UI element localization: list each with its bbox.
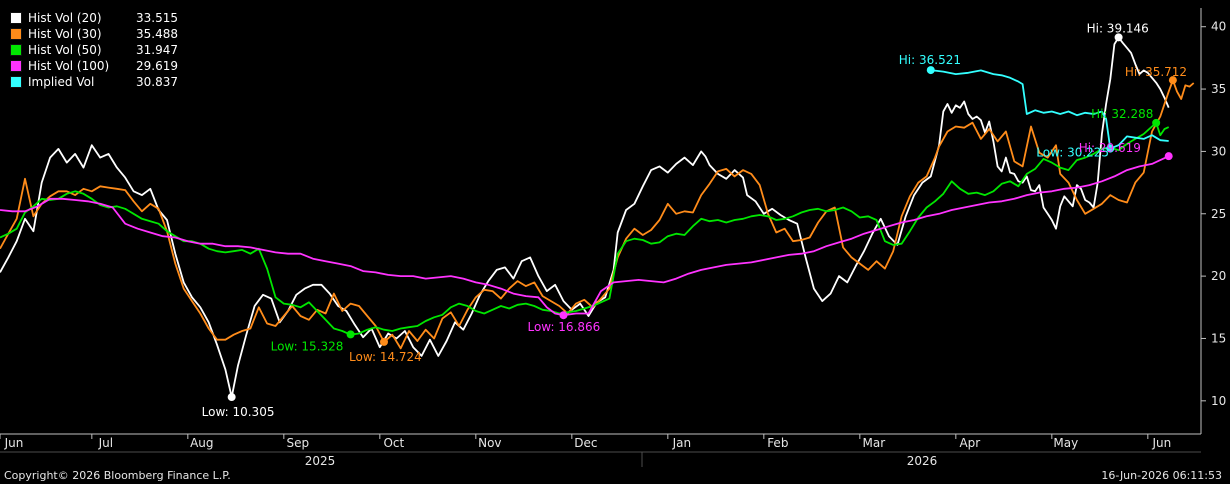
annotation-marker xyxy=(1168,76,1177,85)
annotation-marker xyxy=(1152,118,1161,127)
y-tick-label: 30 xyxy=(1211,144,1226,158)
annotation-marker xyxy=(227,393,236,402)
annotation-marker xyxy=(1106,144,1115,153)
legend-row-hist-vol-30: Hist Vol (30) 35.488 xyxy=(10,26,186,42)
copyright-text: Copyright© 2026 Bloomberg Finance L.P. xyxy=(4,469,231,482)
x-tick-label: Jun xyxy=(1151,436,1171,450)
x-tick-label: Feb xyxy=(767,436,788,450)
annotation-marker xyxy=(1164,152,1173,161)
x-tick-label: Dec xyxy=(574,436,597,450)
annotation-marker xyxy=(926,66,935,75)
y-tick-label: 20 xyxy=(1211,269,1226,283)
legend-name: Implied Vol xyxy=(28,75,95,89)
y-tick-label: 35 xyxy=(1211,82,1226,96)
legend-value: 33.515 xyxy=(136,11,178,25)
legend-swatch xyxy=(10,76,22,88)
series-line-implied-vol xyxy=(930,69,1169,150)
legend-row-hist-vol-50: Hist Vol (50) 31.947 xyxy=(10,42,186,58)
legend-swatch xyxy=(10,60,22,72)
y-tick-label: 40 xyxy=(1211,20,1226,34)
annotation-label: Hi: 36.521 xyxy=(899,53,961,67)
annotation-marker xyxy=(346,330,355,339)
x-tick-label: Jan xyxy=(672,436,692,450)
year-label: 2026 xyxy=(907,454,938,468)
legend-value: 29.619 xyxy=(136,59,178,73)
x-tick-label: Jun xyxy=(4,436,24,450)
legend-row-hist-vol-20: Hist Vol (20) 33.515 xyxy=(10,10,186,26)
annotation-marker xyxy=(380,337,388,346)
x-tick-label: Oct xyxy=(383,436,404,450)
legend-swatch xyxy=(10,12,22,24)
y-tick-label: 25 xyxy=(1211,207,1226,221)
annotation-label: Hi: 32.288 xyxy=(1091,107,1153,121)
annotation-label: Low: 10.305 xyxy=(202,405,275,419)
series-line-hist-vol-100- xyxy=(0,155,1170,317)
x-tick-label: Nov xyxy=(478,436,501,450)
legend-value: 31.947 xyxy=(136,43,178,57)
annotation-label: Low: 30.225 xyxy=(1036,146,1109,160)
legend-row-implied-vol: Implied Vol 30.837 xyxy=(10,74,186,90)
annotation-marker xyxy=(559,311,568,320)
timestamp-text: 16-Jun-2026 06:11:53 xyxy=(1101,469,1222,482)
series-line-hist-vol-20- xyxy=(0,36,1170,398)
legend-value: 30.837 xyxy=(136,75,178,89)
legend-name: Hist Vol (20) xyxy=(28,11,102,25)
legend: Hist Vol (20) 33.515 Hist Vol (30) 35.48… xyxy=(10,10,186,90)
annotation-label: Low: 14.724 xyxy=(349,350,422,364)
legend-name: Hist Vol (50) xyxy=(28,43,102,57)
annotation-label: Hi: 39.146 xyxy=(1087,21,1149,35)
annotation-marker xyxy=(1114,33,1123,42)
legend-swatch xyxy=(10,28,22,40)
x-tick-label: Mar xyxy=(863,436,886,450)
legend-row-hist-vol-100: Hist Vol (100) 29.619 xyxy=(10,58,186,74)
x-tick-label: Apr xyxy=(959,436,980,450)
y-tick-label: 15 xyxy=(1211,331,1226,345)
x-tick-label: May xyxy=(1053,436,1078,450)
legend-swatch xyxy=(10,44,22,56)
y-tick-label: 10 xyxy=(1211,394,1226,408)
x-tick-label: Aug xyxy=(190,436,213,450)
legend-name: Hist Vol (30) xyxy=(28,27,102,41)
legend-name: Hist Vol (100) xyxy=(28,59,110,73)
annotation-label: Low: 16.866 xyxy=(527,320,600,334)
annotation-label: Low: 15.328 xyxy=(271,339,344,353)
x-tick-label: Jul xyxy=(98,436,113,450)
annotation-label: Hi: 29.619 xyxy=(1079,141,1141,155)
year-label: 2025 xyxy=(305,454,336,468)
legend-value: 35.488 xyxy=(136,27,178,41)
annotation-label: Hi: 35.712 xyxy=(1125,65,1187,79)
x-tick-label: Sep xyxy=(287,436,310,450)
